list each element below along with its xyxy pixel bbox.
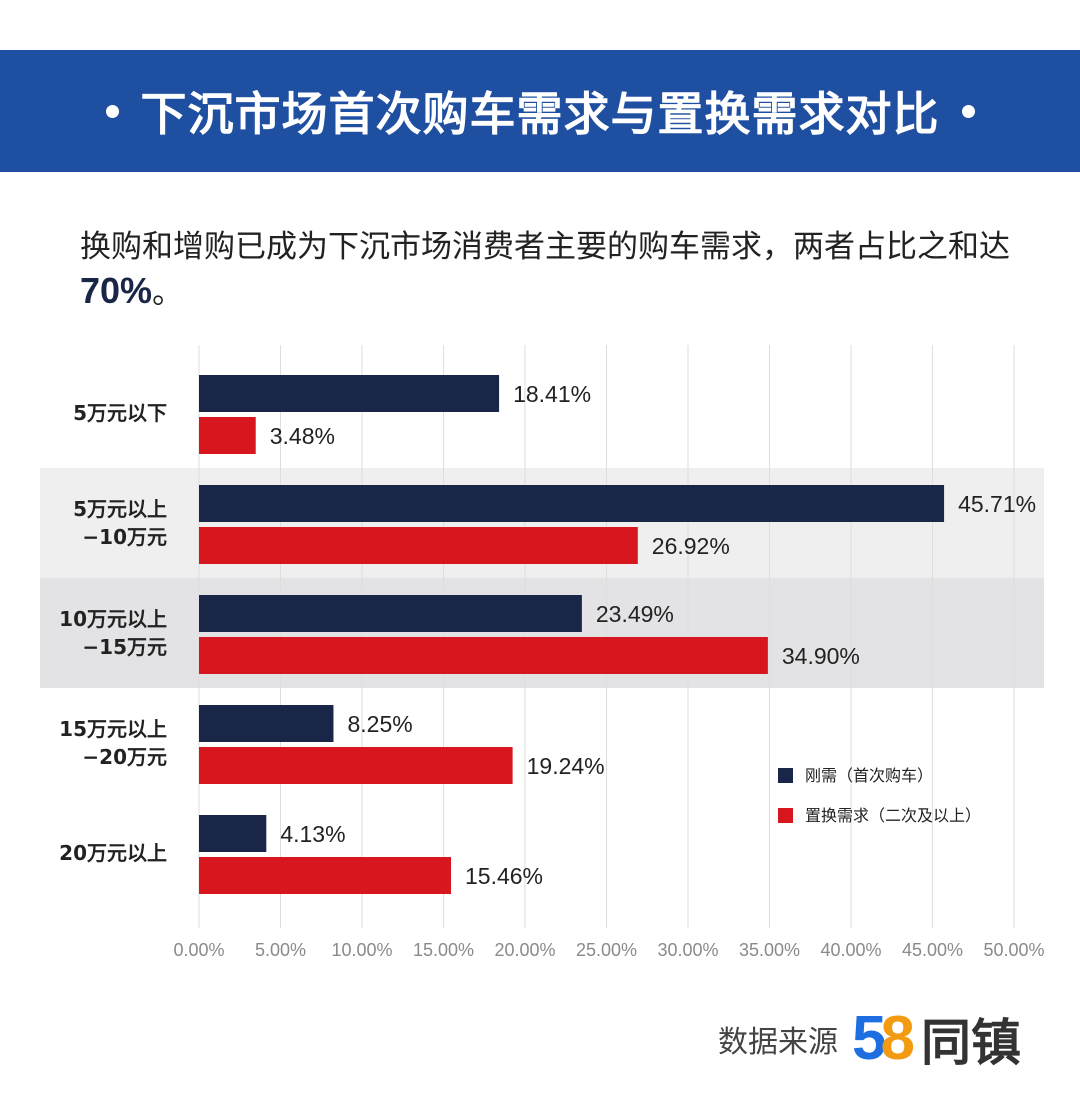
data-label: 23.49% — [596, 601, 674, 627]
subtitle-end: 。 — [152, 275, 184, 311]
category-label: 20万元以上 — [59, 841, 167, 865]
bullet-dot-left — [105, 104, 119, 118]
bar-replace — [199, 857, 451, 894]
category-label: −15万元 — [82, 635, 167, 659]
data-label: 26.92% — [652, 533, 730, 559]
title-banner: 下沉市场首次购车需求与置换需求对比 — [0, 50, 1080, 172]
x-tick-label: 5.00% — [255, 940, 306, 960]
category-label: 5万元以上 — [73, 497, 167, 521]
bar-first — [199, 595, 582, 632]
data-label: 4.13% — [280, 821, 345, 847]
category-label: −10万元 — [82, 525, 167, 549]
data-label: 3.48% — [270, 423, 335, 449]
data-label: 34.90% — [782, 643, 860, 669]
category-label: 5万元以下 — [73, 401, 167, 425]
legend-label: 刚需（首次购车） — [805, 766, 933, 785]
logo-brand: 同镇 — [920, 1014, 1021, 1072]
bar-replace — [199, 747, 513, 784]
x-tick-label: 35.00% — [739, 940, 800, 960]
x-tick-label: 15.00% — [413, 940, 474, 960]
bar-chart: 18.41% 3.48% 5万元以下 45.71% 26.92% 5万元以上 −10万元 23… — [40, 345, 1045, 960]
source-label: 数据来源 — [718, 1025, 838, 1060]
page-title: 下沉市场首次购车需求与置换需求对比 — [140, 87, 940, 141]
subtitle: 换购和增购已成为下沉市场消费者主要的购车需求，两者占比之和达 70%。 — [80, 225, 1020, 315]
x-tick-label: 45.00% — [902, 940, 963, 960]
bar-first — [199, 705, 334, 742]
data-label: 8.25% — [347, 711, 412, 737]
logo-digit-8: 8 — [880, 1004, 915, 1073]
category-label: 15万元以上 — [59, 717, 167, 741]
bar-replace — [199, 637, 768, 674]
bar-first — [199, 375, 500, 412]
bar-replace — [199, 417, 256, 454]
subtitle-highlight: 70% — [80, 270, 153, 311]
x-tick-label: 10.00% — [331, 940, 392, 960]
logo-digit-5: 5 — [852, 1004, 887, 1073]
x-tick-label: 20.00% — [494, 940, 555, 960]
legend-swatch — [778, 808, 793, 823]
subtitle-text: 换购和增购已成为下沉市场消费者主要的购车需求，两者占比之和达 — [80, 229, 1010, 265]
x-tick-label: 30.00% — [657, 940, 718, 960]
x-tick-label: 50.00% — [983, 940, 1044, 960]
bar-first — [199, 815, 267, 852]
legend-label: 置换需求（二次及以上） — [805, 806, 981, 825]
data-label: 45.71% — [958, 491, 1036, 517]
brand-logo: 5 8 同镇 — [852, 1003, 1021, 1075]
x-tick-label: 40.00% — [820, 940, 881, 960]
category-label: 10万元以上 — [59, 607, 167, 631]
data-label: 18.41% — [513, 381, 591, 407]
bar-first — [199, 485, 945, 522]
bar-replace — [199, 527, 638, 564]
bullet-dot-right — [961, 104, 975, 118]
legend-swatch — [778, 768, 793, 783]
category-label: −20万元 — [82, 745, 167, 769]
data-source: 数据来源 5 8 同镇 — [718, 1003, 1021, 1075]
x-tick-label: 25.00% — [576, 940, 637, 960]
data-label: 19.24% — [527, 753, 605, 779]
x-tick-label: 0.00% — [173, 940, 224, 960]
data-label: 15.46% — [465, 863, 543, 889]
